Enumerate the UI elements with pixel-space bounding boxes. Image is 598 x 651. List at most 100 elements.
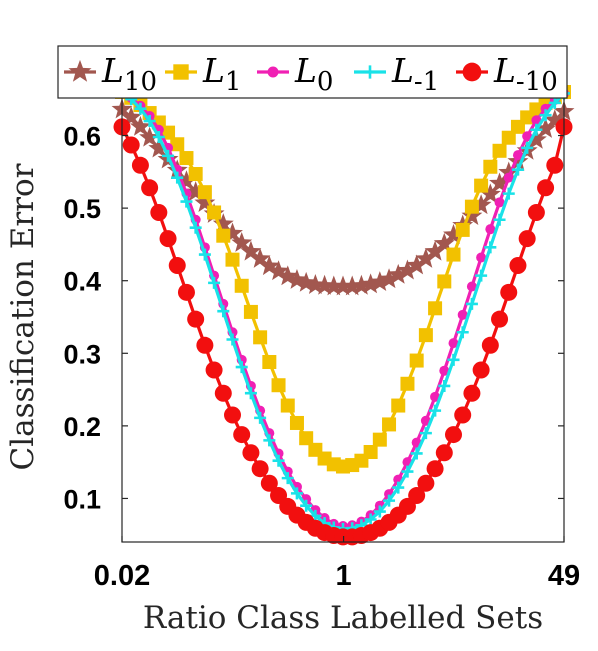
data-point-L10-23 <box>323 275 345 296</box>
legend-marker-L-10 <box>462 62 482 82</box>
data-point-L-1-3 <box>143 115 156 128</box>
data-point-L1-15 <box>253 330 268 345</box>
y-tick-label: 0.3 <box>63 339 101 369</box>
legend-marker-L0 <box>267 66 279 78</box>
data-point-L-10-37 <box>454 406 472 424</box>
data-point-L1-17 <box>271 378 286 393</box>
data-point-L1-32 <box>409 353 424 368</box>
data-point-L-10-39 <box>472 361 490 379</box>
data-point-L-10-4 <box>150 203 168 221</box>
data-point-L1-14 <box>243 304 258 319</box>
y-axis-label: Classification Error <box>5 163 41 470</box>
data-point-L-1-40 <box>484 241 497 254</box>
data-point-L0-44 <box>522 131 533 142</box>
data-point-L10-9 <box>194 192 216 212</box>
data-point-L-10-35 <box>435 444 453 462</box>
data-point-L0-38 <box>466 281 477 292</box>
data-point-L-10-3 <box>141 179 159 197</box>
data-point-L-1-38 <box>465 297 478 310</box>
data-point-L1-13 <box>234 278 249 293</box>
data-point-L-10-5 <box>159 230 177 248</box>
data-point-L0-41 <box>494 197 505 208</box>
legend-label: L10 <box>101 51 157 97</box>
data-point-L-10-47 <box>546 156 564 174</box>
data-point-L-1-45 <box>530 123 543 136</box>
data-point-L-1-35 <box>438 379 451 392</box>
data-point-L10-36 <box>443 223 464 244</box>
data-point-L10-24 <box>332 275 354 296</box>
data-point-L10-41 <box>489 172 510 193</box>
data-point-L-10-16 <box>260 474 278 492</box>
data-point-L10-19 <box>286 268 308 289</box>
y-tick-label: 0.6 <box>63 122 101 152</box>
data-point-L10-40 <box>479 183 501 204</box>
data-point-L1-11 <box>216 228 231 243</box>
data-point-L-10-45 <box>527 203 545 221</box>
data-point-L1-42 <box>501 130 516 145</box>
data-point-L10-16 <box>258 255 280 276</box>
data-point-L-10-7 <box>177 283 195 301</box>
data-point-L-10-46 <box>537 179 555 197</box>
data-point-L10-38 <box>461 205 483 226</box>
data-point-L-1-4 <box>152 131 165 143</box>
legend-label: L0 <box>294 51 333 97</box>
data-point-L-1-14 <box>244 387 257 400</box>
data-point-L-10-6 <box>168 256 186 274</box>
data-point-L10-1 <box>120 106 142 127</box>
y-tick-label: 0.5 <box>63 194 101 224</box>
data-point-L0-35 <box>439 365 450 376</box>
data-point-L1-35 <box>437 274 452 289</box>
data-point-L1-6 <box>170 137 185 152</box>
data-point-L-10-14 <box>242 444 260 462</box>
data-point-L1-12 <box>225 252 240 267</box>
data-point-L0-39 <box>476 252 487 263</box>
data-point-L10-17 <box>268 260 289 281</box>
data-point-L-1-6 <box>171 171 184 184</box>
data-point-L-1-20 <box>300 499 313 512</box>
data-point-L-1-8 <box>189 221 202 234</box>
data-point-L1-29 <box>382 417 397 432</box>
data-point-L10-34 <box>424 240 446 261</box>
data-point-L10-21 <box>304 274 326 294</box>
legend-marker-L-1 <box>363 65 377 79</box>
data-point-L-10-44 <box>518 230 536 248</box>
data-point-L-10-33 <box>417 474 435 492</box>
data-point-L1-10 <box>207 205 222 220</box>
x-axis-ticks: 0.02 1 49 <box>94 92 580 592</box>
data-point-L-1-33 <box>419 427 432 440</box>
data-point-L10-43 <box>507 150 529 171</box>
data-point-L0-37 <box>457 309 468 320</box>
legend-label: L1 <box>202 51 241 97</box>
y-axis-ticks: 0.1 0.2 0.3 0.4 0.5 0.6 <box>63 122 564 514</box>
legend-entry-L-10: L-10 <box>456 51 558 97</box>
y-tick-label: 0.4 <box>63 267 101 297</box>
data-point-L-1-11 <box>217 305 230 318</box>
data-point-L-1-46 <box>539 109 552 122</box>
data-point-L0-45 <box>531 115 542 126</box>
data-point-L-10-42 <box>500 283 518 301</box>
data-point-L-10-13 <box>233 426 251 444</box>
legend-entry-L1: L1 <box>165 51 241 97</box>
data-point-L1-16 <box>262 355 277 369</box>
data-point-L10-14 <box>240 240 262 261</box>
data-point-L10-32 <box>406 254 428 275</box>
data-point-L10-7 <box>176 170 197 191</box>
data-point-L10-28 <box>369 271 391 292</box>
data-point-L1-27 <box>363 445 378 459</box>
data-point-L-1-10 <box>208 276 221 289</box>
data-point-L10-4 <box>148 137 170 158</box>
data-point-L-10-15 <box>251 460 269 478</box>
data-point-L1-31 <box>400 376 415 391</box>
data-point-L-10-32 <box>408 487 426 505</box>
data-point-L10-47 <box>544 109 566 130</box>
data-point-L10-18 <box>277 265 299 286</box>
data-point-L-1-7 <box>180 195 193 208</box>
data-point-L-10-34 <box>426 460 444 478</box>
data-point-L-1-44 <box>521 141 534 154</box>
data-point-L-1-12 <box>226 333 239 346</box>
legend-label: L-10 <box>493 51 558 97</box>
data-point-L-1-5 <box>162 149 175 162</box>
data-point-L10-30 <box>387 263 409 284</box>
data-point-L10-33 <box>415 247 437 268</box>
